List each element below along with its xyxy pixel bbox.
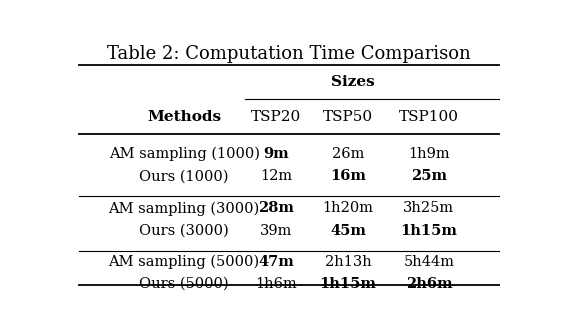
Text: Table 2: Computation Time Comparison: Table 2: Computation Time Comparison: [107, 45, 471, 63]
Text: Ours (3000): Ours (3000): [139, 224, 229, 238]
Text: TSP100: TSP100: [399, 110, 459, 124]
Text: 1h20m: 1h20m: [323, 202, 373, 215]
Text: 2h13h: 2h13h: [325, 255, 372, 269]
Text: 5h44m: 5h44m: [403, 255, 455, 269]
Text: 28m: 28m: [258, 202, 294, 215]
Text: AM sampling (3000): AM sampling (3000): [108, 201, 260, 216]
Text: 1h15m: 1h15m: [400, 224, 457, 238]
Text: Ours (1000): Ours (1000): [139, 169, 229, 183]
Text: 3h25m: 3h25m: [403, 202, 455, 215]
Text: 45m: 45m: [330, 224, 366, 238]
Text: 1h15m: 1h15m: [320, 277, 377, 291]
Text: TSP50: TSP50: [323, 110, 373, 124]
Text: 25m: 25m: [411, 169, 447, 183]
Text: AM sampling (5000): AM sampling (5000): [109, 255, 259, 269]
Text: 9m: 9m: [263, 147, 289, 161]
Text: TSP20: TSP20: [251, 110, 301, 124]
Text: 26m: 26m: [332, 147, 364, 161]
Text: AM sampling (1000): AM sampling (1000): [109, 147, 259, 161]
Text: Ours (5000): Ours (5000): [139, 277, 229, 291]
Text: 2h6m: 2h6m: [406, 277, 452, 291]
Text: Sizes: Sizes: [331, 75, 374, 89]
Text: 16m: 16m: [330, 169, 366, 183]
Text: 12m: 12m: [260, 169, 292, 183]
Text: 1h6m: 1h6m: [255, 277, 297, 291]
Text: 39m: 39m: [260, 224, 292, 238]
Text: 47m: 47m: [258, 255, 294, 269]
Text: 1h9m: 1h9m: [408, 147, 450, 161]
Text: Methods: Methods: [147, 110, 221, 124]
